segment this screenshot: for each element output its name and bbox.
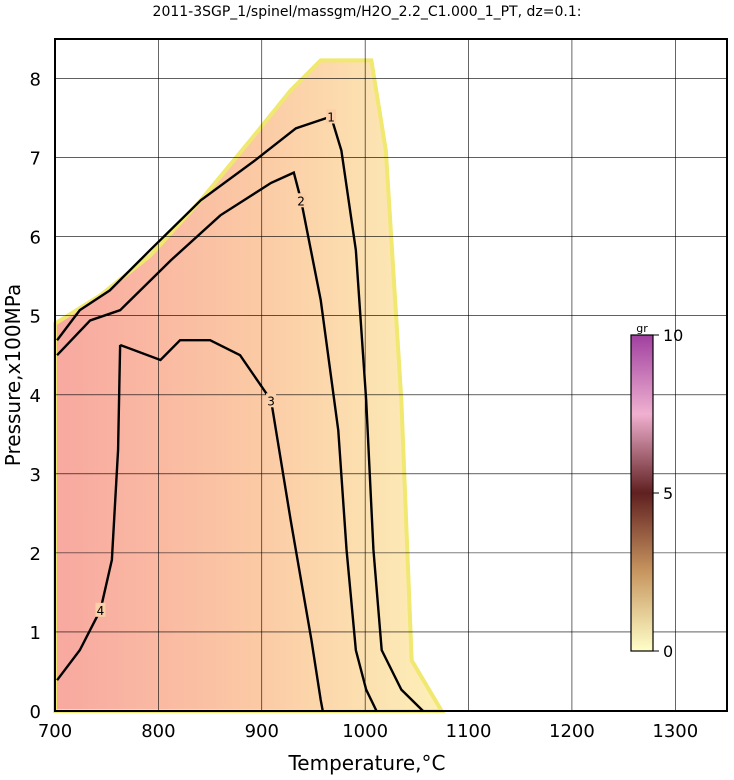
contour-label: 3 bbox=[267, 394, 275, 408]
chart-title: 2011-3SGP_1/spinel/massgm/H2O_2.2_C1.000… bbox=[153, 4, 582, 20]
plot-area: 700 800 900 1000 1100 1200 1300 0 1 2 3 4 5 6 7 8 1 2 3 4 0 5… bbox=[30, 38, 728, 742]
x-tick-label: 800 bbox=[141, 721, 175, 742]
y-tick-label: 7 bbox=[30, 149, 41, 170]
y-tick-label: 2 bbox=[30, 544, 41, 565]
contour-label-bg bbox=[266, 393, 277, 408]
y-tick-label: 6 bbox=[30, 228, 41, 249]
contour-label-bg bbox=[296, 193, 307, 208]
contour-label: 2 bbox=[297, 194, 305, 208]
x-tick-label: 700 bbox=[38, 721, 72, 742]
stability-field bbox=[53, 58, 446, 713]
colorbar-tick-label: 5 bbox=[663, 484, 673, 503]
y-tick-label: 5 bbox=[30, 307, 41, 328]
contour-line bbox=[56, 170, 378, 712]
contour-label: 1 bbox=[327, 110, 335, 124]
x-tick-label: 900 bbox=[245, 721, 279, 742]
y-tick-label: 8 bbox=[30, 70, 41, 91]
y-tick-label: 4 bbox=[30, 386, 41, 407]
contour-label: 4 bbox=[97, 604, 105, 618]
contour-label-bg bbox=[326, 109, 337, 124]
x-tick-label: 1100 bbox=[446, 721, 492, 742]
contour-line bbox=[119, 339, 324, 712]
y-tick-label: 1 bbox=[30, 623, 41, 644]
x-axis-label: Temperature,°C bbox=[287, 751, 445, 775]
x-tick-label: 1200 bbox=[549, 721, 595, 742]
contour-line bbox=[56, 344, 122, 681]
x-tick-label: 1000 bbox=[342, 721, 388, 742]
contour-label-bg bbox=[95, 602, 106, 617]
y-axis-label: Pressure,x100MPa bbox=[1, 284, 25, 466]
colorbar bbox=[630, 334, 654, 652]
plot-frame bbox=[54, 38, 728, 712]
colorbar-label: gr bbox=[636, 322, 648, 335]
colorbar-tick-label: 10 bbox=[663, 326, 683, 345]
y-tick-label: 0 bbox=[30, 702, 41, 723]
colorbar-tick-label: 0 bbox=[663, 642, 673, 661]
y-tick-label: 3 bbox=[30, 465, 41, 486]
x-tick-label: 1300 bbox=[652, 721, 698, 742]
